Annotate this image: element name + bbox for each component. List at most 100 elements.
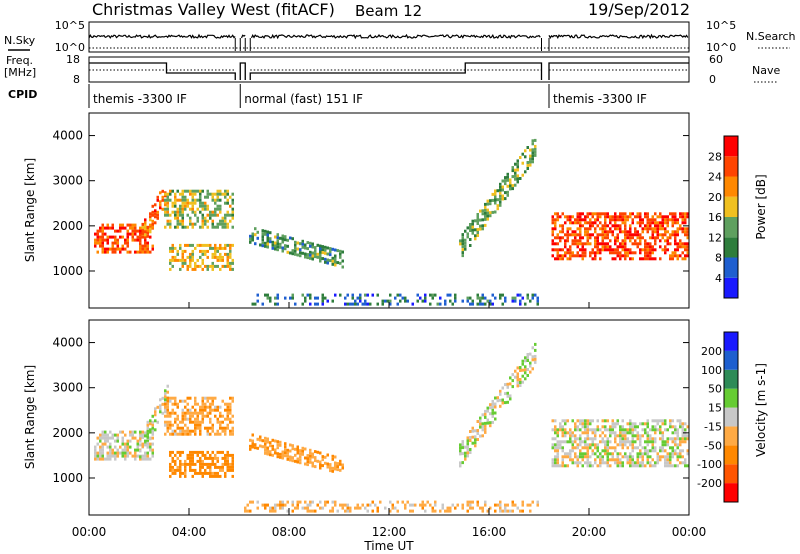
power-cell-1165 <box>596 248 599 252</box>
power-cell-281 <box>191 192 194 196</box>
velocity-cell-216 <box>169 399 172 403</box>
power-cell-84 <box>129 232 132 236</box>
power-cell-969 <box>529 157 532 161</box>
power-cell-918 <box>501 185 504 189</box>
velocity-cell-1435 <box>659 437 662 441</box>
velocity-cell-1361 <box>639 449 642 453</box>
power-cell-867 <box>476 228 479 231</box>
velocity-cell-1434 <box>659 431 662 435</box>
power-cell-778 <box>451 302 454 306</box>
velocity-cell-381 <box>224 432 227 436</box>
velocity-cell-1187 <box>594 461 597 465</box>
velocity-cell-541 <box>229 462 232 466</box>
power-cell-959 <box>521 173 524 177</box>
power-cell-1095 <box>579 248 582 252</box>
velocity-cell-390 <box>229 396 232 400</box>
velocity-cell-290 <box>194 402 197 406</box>
velocity-cell-858 <box>521 509 524 513</box>
velocity-cell-836 <box>494 503 497 507</box>
velocity-cell-335 <box>206 429 209 433</box>
velocity-cell-815 <box>454 506 457 510</box>
velocity-cell-685 <box>341 463 344 467</box>
power-cell-252 <box>181 204 184 208</box>
power-cell-228 <box>174 216 177 220</box>
power-cell-709 <box>321 299 324 303</box>
velocity-cell-159 <box>146 426 149 430</box>
power-cell-58 <box>116 247 119 251</box>
velocity-cell-1402 <box>649 461 652 465</box>
power-cell-1351 <box>644 245 647 249</box>
velocity-cell-385 <box>226 411 229 415</box>
power-cell-473 <box>206 249 209 253</box>
power-cell-34 <box>106 238 109 242</box>
velocity-cell-482 <box>201 474 204 478</box>
power-cell-241 <box>179 204 182 208</box>
power-cell-314 <box>201 213 204 217</box>
time-tick-label-6: 00:00 <box>672 525 707 539</box>
velocity-cell-756 <box>346 503 349 507</box>
velocity-cell-495 <box>209 462 212 466</box>
power-cell-91 <box>131 238 134 242</box>
power-cell-121 <box>144 241 147 245</box>
power-cell-635 <box>319 247 322 251</box>
power-cell-1489 <box>679 242 682 246</box>
power-cell-81 <box>126 250 129 254</box>
power-cell-1416 <box>659 245 662 249</box>
power-cell-36 <box>106 247 109 251</box>
power-cell-1019 <box>559 254 562 258</box>
velocity-cell-618 <box>294 447 297 451</box>
velocity-cell-989 <box>524 371 527 375</box>
power-cell-1005 <box>556 218 559 222</box>
power-cell-656 <box>329 259 332 263</box>
power-cell-1192 <box>604 230 607 234</box>
velocity-cell-298 <box>194 432 197 436</box>
velocity-cell-223 <box>171 396 174 400</box>
power-cell-615 <box>306 253 309 257</box>
power-cell-507 <box>224 243 227 247</box>
velocity-ylabel: Slant Range [km] <box>23 365 37 469</box>
power-cell-1207 <box>609 215 612 219</box>
power-cell-469 <box>204 249 207 253</box>
power-cell-1484 <box>679 212 682 216</box>
velocity-cell-628 <box>299 455 302 459</box>
power-cell-1074 <box>576 215 579 219</box>
power-cell-1065 <box>574 218 577 222</box>
velocity-cell-91 <box>129 445 132 449</box>
power-cell-187 <box>161 198 164 202</box>
velocity-cell-400 <box>231 399 234 403</box>
velocity-cell-722 <box>296 503 299 507</box>
power-cell-684 <box>269 299 272 303</box>
power-cell-1406 <box>656 230 659 234</box>
power-cell-724 <box>354 299 357 303</box>
velocity-cell-1498 <box>676 419 679 423</box>
power-cell-1258 <box>621 212 624 216</box>
power-cell-1487 <box>679 227 682 231</box>
velocity-cell-1050 <box>561 428 564 432</box>
velocity-cell-759 <box>349 506 352 510</box>
velocity-cell-249 <box>179 432 182 436</box>
power-cell-902 <box>494 198 497 202</box>
power-cell-453 <box>194 264 197 268</box>
power-cell-1386 <box>651 236 654 240</box>
velocity-cell-1000 <box>531 346 534 350</box>
power-cell-1111 <box>584 230 587 234</box>
velocity-cell-201 <box>164 420 167 424</box>
velocity-cell-607 <box>286 451 289 455</box>
velocity-cell-1089 <box>571 446 574 450</box>
power-cell-159 <box>146 234 149 238</box>
velocity-cell-131 <box>146 445 149 449</box>
velocity-cell-1097 <box>574 437 577 441</box>
power-cell-873 <box>479 227 482 231</box>
power-cell-617 <box>309 241 312 245</box>
velocity-cell-1109 <box>576 455 579 459</box>
power-cell-251 <box>181 201 184 205</box>
power-cell-1097 <box>581 212 584 216</box>
velocity-cell-864 <box>536 503 539 507</box>
velocity-cell-47 <box>109 457 112 461</box>
velocity-cell-1118 <box>579 440 582 444</box>
velocity-cell-885 <box>466 451 469 455</box>
velocity-cell-222 <box>169 432 172 436</box>
power-cell-207 <box>166 213 169 217</box>
power-cell-577 <box>281 237 284 241</box>
power-cell-636 <box>319 250 322 254</box>
